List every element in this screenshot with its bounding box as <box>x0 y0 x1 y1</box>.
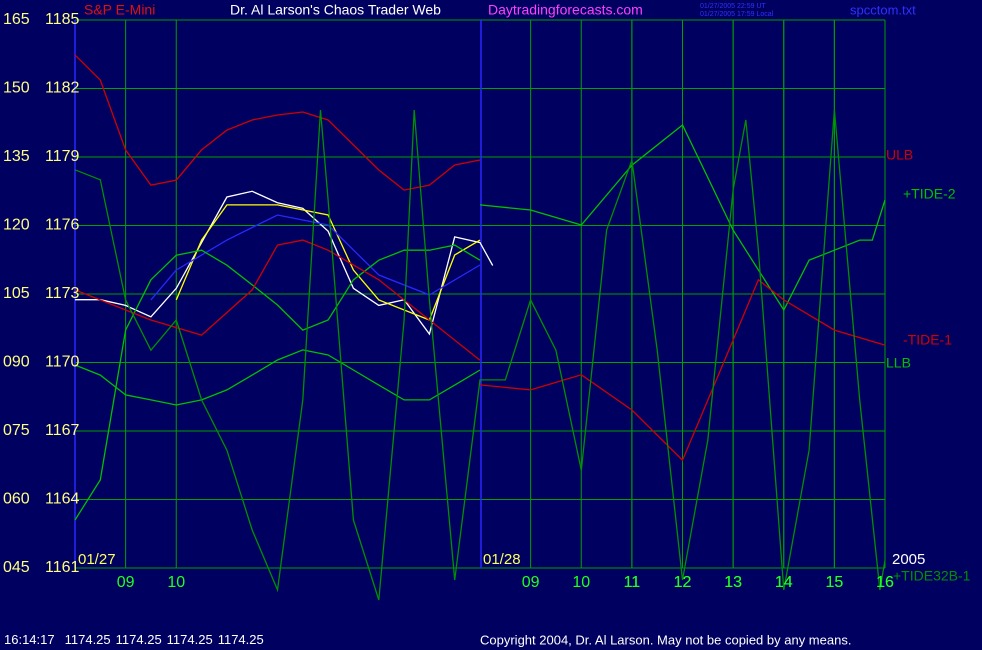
y-tick-label: 1167 <box>45 422 80 439</box>
x-tick-label: 13 <box>724 574 742 591</box>
series-line <box>75 190 494 336</box>
legend-label: +TIDE32B-1 <box>893 568 971 584</box>
y-tick-label: 1176 <box>45 217 80 234</box>
y-tick-label: 1179 <box>45 148 80 165</box>
y2-tick-label: 165 <box>3 11 30 28</box>
site-name: Daytradingforecasts.com <box>488 2 643 18</box>
x-tick-label: 11 <box>624 574 641 591</box>
grid <box>75 19 886 569</box>
status-line: 16:14:17 1174.25 1174.25 1174.25 1174.25 <box>4 632 264 647</box>
y2-tick-label: 105 <box>3 285 30 302</box>
y2-tick-label: 135 <box>3 148 30 165</box>
date-label: 01/28 <box>483 551 521 568</box>
x-tick-label: 13 <box>724 574 742 591</box>
quote: 1174.25 <box>167 632 213 647</box>
plot <box>74 54 886 601</box>
series-line <box>74 349 481 406</box>
date-label: 01/27 <box>78 551 116 568</box>
x-tick-label: 09 <box>522 574 540 591</box>
y-tick-label: 1164 <box>45 491 80 508</box>
y2-tick-label: 045 <box>3 559 30 576</box>
y-tick-label: 1185 <box>45 11 80 28</box>
series-line <box>74 123 886 521</box>
y2-tick-label: 120 <box>3 217 30 234</box>
y-tick-label: 1182 <box>45 80 80 97</box>
y2-tick-label: 075 <box>3 422 30 439</box>
x-tick-label: 15 <box>825 574 843 591</box>
symbol-label: S&P E-Mini <box>84 2 155 18</box>
x-tick-label: 12 <box>674 574 692 591</box>
y-tick-label: 1173 <box>45 285 80 302</box>
legend-label: -TIDE-1 <box>903 332 952 348</box>
year-label: 2005 <box>892 551 925 568</box>
file-name: spcctom.txt <box>850 2 916 17</box>
x-tick-label: 10 <box>572 574 590 591</box>
chart-title: Dr. Al Larson's Chaos Trader Web <box>230 2 441 18</box>
timestamp: 01/27/2005 22:59 UT <box>700 3 766 10</box>
x-tick-label: 10 <box>167 574 185 591</box>
x-tick-label: 11 <box>624 574 641 591</box>
quote: 1174.25 <box>65 632 111 647</box>
labels: 1185 1182 1179 1176 1173 1170 1167 1164 1161 165 1… <box>3 11 971 591</box>
y2-tick-label: 060 <box>3 491 30 508</box>
y-tick-label: 1161 <box>45 559 80 576</box>
series-line <box>150 214 481 301</box>
series-line <box>74 239 886 462</box>
quote: 1174.25 <box>116 632 162 647</box>
series-line <box>74 109 886 601</box>
x-tick-label: 09 <box>117 574 135 591</box>
timestamp: 01/27/2005 17:59 Local <box>700 11 774 18</box>
x-tick-label: 14 <box>775 574 793 591</box>
status-time: 16:14:17 <box>4 632 55 647</box>
legend-label: +TIDE-2 <box>903 186 956 202</box>
series-line <box>74 54 481 191</box>
copyright: Copyright 2004, Dr. Al Larson. May not b… <box>480 632 851 647</box>
x-tick-label: 16 <box>876 574 894 591</box>
quote: 1174.25 <box>218 632 264 647</box>
legend-label: LLB <box>886 355 911 371</box>
x-tick-label: 15 <box>825 574 843 591</box>
x-tick-label: 16 <box>876 574 894 591</box>
y2-tick-label: 090 <box>3 354 30 371</box>
legend-label: ULB <box>886 147 913 163</box>
y-tick-label: 1170 <box>45 354 80 371</box>
y2-tick-label: 150 <box>3 80 30 97</box>
x-tick-label: 14 <box>775 574 793 591</box>
x-tick-label: 12 <box>674 574 692 591</box>
